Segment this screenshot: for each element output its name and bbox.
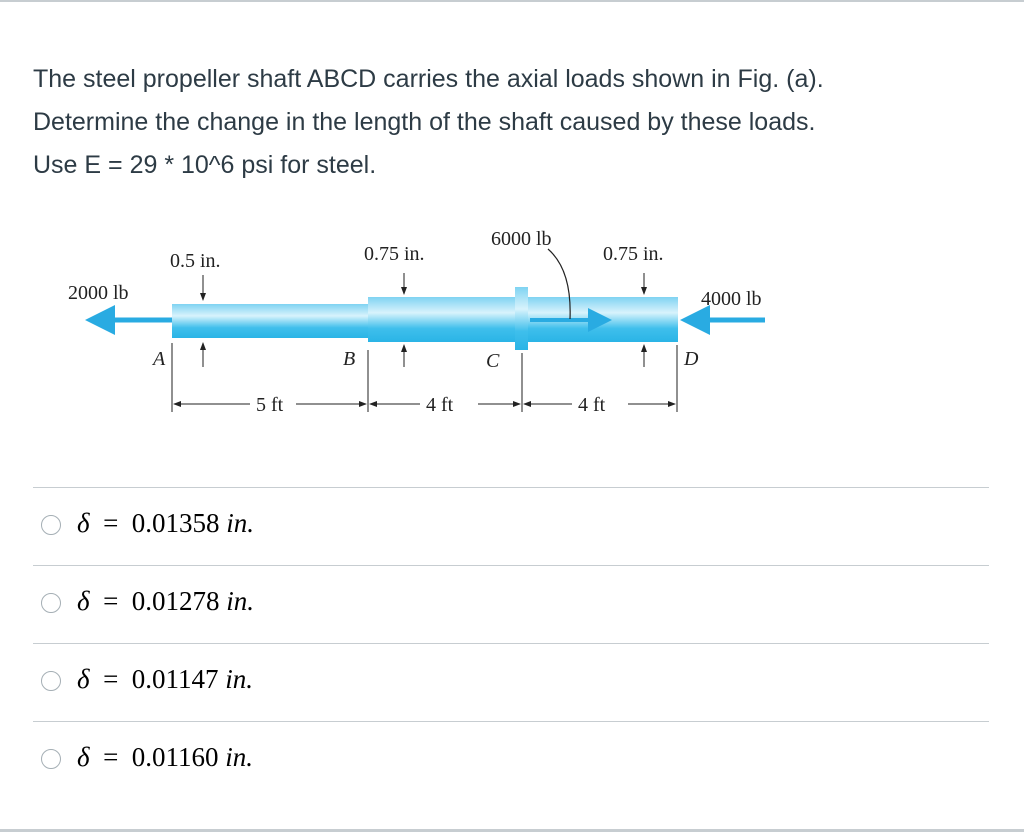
bottom-divider [0, 829, 1024, 832]
radio-button[interactable] [41, 749, 61, 769]
answer-option[interactable]: δ = 0.01147 in. [33, 643, 989, 721]
answer-value: 0.01147 [131, 664, 219, 694]
answer-math: δ = 0.01160 in. [77, 742, 253, 773]
load-right-label: 4000 lb [701, 288, 762, 310]
answer-unit: in. [226, 508, 255, 538]
len-cd-label: 4 ft [578, 394, 606, 416]
radio-button[interactable] [41, 593, 61, 613]
diam-bc-label: 0.75 in. [364, 243, 425, 265]
point-b-label: B [343, 348, 355, 370]
delta-symbol: δ [77, 586, 90, 616]
answer-value: 0.01160 [131, 742, 219, 772]
equals: = [103, 664, 119, 694]
answer-unit: in. [226, 586, 255, 616]
shaft-collar-c [515, 287, 528, 350]
load-left-label: 2000 lb [68, 282, 129, 304]
answer-list: δ = 0.01358 in. δ = 0.01278 in. δ = 0.01… [33, 487, 989, 799]
answer-option[interactable]: δ = 0.01278 in. [33, 565, 989, 643]
answer-unit: in. [225, 742, 254, 772]
answer-value: 0.01358 [131, 508, 220, 538]
top-divider [0, 0, 1024, 2]
point-d-label: D [683, 348, 699, 370]
delta-symbol: δ [77, 508, 90, 538]
len-ab-label: 5 ft [256, 394, 284, 416]
diam-ab-label: 0.5 in. [170, 250, 221, 272]
delta-symbol: δ [77, 664, 90, 694]
diam-cd-label: 0.75 in. [603, 243, 664, 265]
radio-button[interactable] [41, 671, 61, 691]
point-a-label: A [151, 348, 166, 370]
answer-option[interactable]: δ = 0.01160 in. [33, 721, 989, 799]
equals: = [103, 508, 119, 538]
answer-unit: in. [225, 664, 254, 694]
shaft-figure: 2000 lb 6000 lb 4000 lb 0.5 in. 0.75 in.… [60, 215, 780, 460]
len-bc-label: 4 ft [426, 394, 454, 416]
answer-math: δ = 0.01358 in. [77, 508, 254, 539]
load-c-label: 6000 lb [491, 228, 552, 250]
shaft-segment-ab [172, 304, 368, 338]
radio-button[interactable] [41, 515, 61, 535]
question-text: The steel propeller shaft ABCD carries t… [33, 58, 993, 187]
equals: = [103, 742, 119, 772]
leader-6000 [547, 248, 571, 320]
delta-symbol: δ [77, 742, 90, 772]
answer-math: δ = 0.01278 in. [77, 586, 254, 617]
question-line: Use E = 29 * 10^6 psi for steel. [33, 151, 377, 179]
answer-option[interactable]: δ = 0.01358 in. [33, 487, 989, 565]
answer-math: δ = 0.01147 in. [77, 664, 253, 695]
equals: = [103, 586, 119, 616]
question-line: The steel propeller shaft ABCD carries t… [33, 65, 824, 93]
question-line: Determine the change in the length of th… [33, 108, 816, 136]
answer-value: 0.01278 [131, 586, 220, 616]
point-c-label: C [486, 350, 500, 372]
